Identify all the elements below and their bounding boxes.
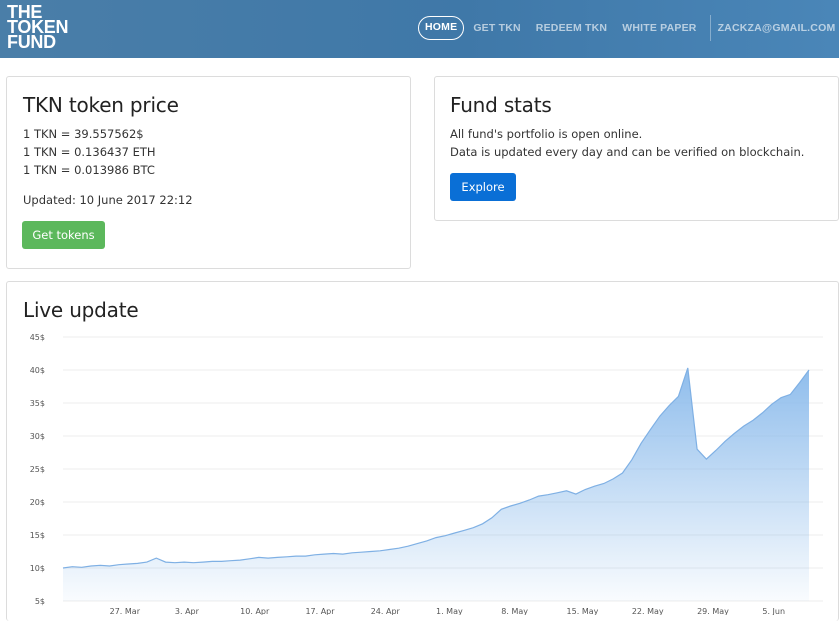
y-tick-label: 20$ — [30, 498, 45, 507]
nav-divider — [709, 15, 711, 41]
y-tick-label: 10$ — [30, 564, 45, 573]
price-btc: 1 TKN = 0.013986 BTC — [23, 163, 155, 177]
y-tick-label: 5$ — [35, 597, 45, 606]
logo-line-3: FUND — [7, 32, 56, 52]
x-tick-label: 3. Apr — [175, 607, 200, 615]
x-tick-label: 17. Apr — [305, 607, 335, 615]
x-tick-label: 27. Mar — [110, 607, 141, 615]
nav-home[interactable]: HOME — [418, 16, 465, 40]
card-title: TKN token price — [23, 93, 179, 117]
explore-button[interactable]: Explore — [450, 173, 516, 201]
x-tick-label: 22. May — [632, 607, 664, 615]
fund-stats-card: Fund stats All fund's portfolio is open … — [434, 76, 839, 221]
y-tick-label: 15$ — [30, 531, 45, 540]
top-navbar: THE TOKEN FUND HOME GET TKN REDEEM TKN W… — [0, 0, 839, 58]
price-usd: 1 TKN = 39.557562$ — [23, 127, 144, 141]
updated-time: Updated: 10 June 2017 22:12 — [23, 193, 193, 207]
main-nav: HOME GET TKN REDEEM TKN WHITE PAPER ZACK… — [418, 15, 839, 41]
nav-redeem-tkn[interactable]: REDEEM TKN — [535, 22, 608, 34]
y-tick-label: 35$ — [30, 399, 45, 408]
brand-logo[interactable]: THE TOKEN FUND — [7, 2, 69, 52]
price-line — [62, 367, 810, 569]
user-menu[interactable]: ZACKZA@GMAIL.COM — [718, 16, 839, 40]
x-tick-label: 8. May — [501, 607, 528, 615]
card-title: Live update — [23, 298, 139, 322]
x-tick-label: 5. Jun — [762, 607, 785, 615]
y-tick-label: 45$ — [30, 333, 45, 342]
y-tick-label: 25$ — [30, 465, 45, 474]
stats-line-2: Data is updated every day and can be ver… — [450, 145, 805, 159]
y-tick-label: 40$ — [30, 366, 45, 375]
nav-get-tkn[interactable]: GET TKN — [473, 22, 521, 34]
card-title: Fund stats — [450, 93, 552, 117]
x-tick-label: 10. Apr — [240, 607, 270, 615]
get-tokens-button[interactable]: Get tokens — [22, 221, 105, 249]
user-email: ZACKZA@GMAIL.COM — [717, 22, 836, 34]
stats-line-1: All fund's portfolio is open online. — [450, 127, 643, 141]
x-tick-label: 15. May — [567, 607, 599, 615]
logo-line-1: THE — [7, 2, 43, 22]
price-area — [63, 368, 809, 601]
x-tick-label: 29. May — [697, 607, 729, 615]
y-tick-label: 30$ — [30, 432, 45, 441]
token-price-card: TKN token price 1 TKN = 39.557562$ 1 TKN… — [6, 76, 411, 269]
logo-line-2: TOKEN — [7, 17, 69, 37]
price-eth: 1 TKN = 0.136437 ETH — [23, 145, 156, 159]
x-tick-label: 24. Apr — [371, 607, 401, 615]
x-tick-label: 1. May — [436, 607, 463, 615]
nav-white-paper[interactable]: WHITE PAPER — [622, 22, 697, 34]
